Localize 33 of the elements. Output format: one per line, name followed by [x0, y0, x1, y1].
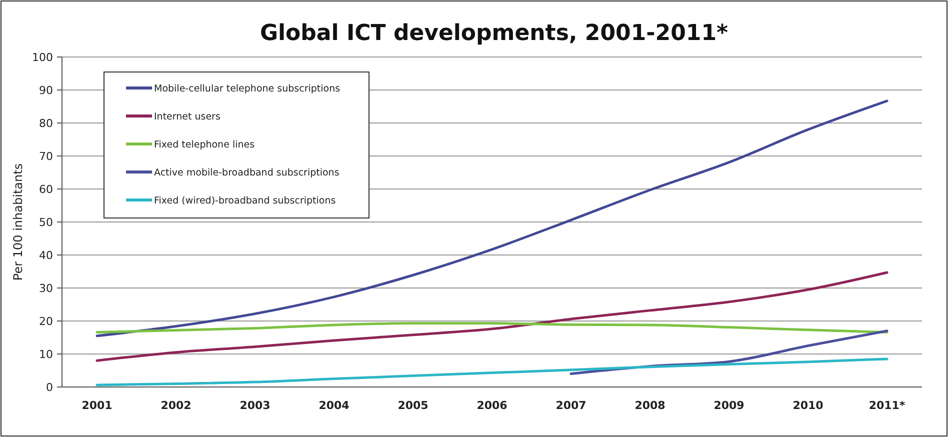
line-series	[96, 100, 888, 338]
y-tick-label: 80	[39, 116, 53, 130]
x-tick-label: 2006	[476, 399, 508, 412]
y-axis-title: Per 100 inhabitants	[11, 163, 25, 281]
x-tick-label: 2004	[318, 399, 350, 412]
x-tick-label: 2001	[82, 399, 112, 412]
legend-label: Fixed (wired)-broadband subscriptions	[154, 195, 336, 206]
line-series	[96, 271, 888, 362]
x-tick-label: 2009	[714, 399, 744, 412]
x-tick-label: 2003	[240, 399, 270, 412]
y-tick-label: 10	[39, 348, 53, 361]
x-tick-label: 2011*	[868, 399, 906, 412]
y-tick-label: 100	[32, 50, 53, 64]
legend-label: Internet users	[154, 111, 220, 122]
legend-label: Mobile-cellular telephone subscriptions	[154, 83, 340, 94]
legend-label: Fixed telephone lines	[154, 139, 255, 150]
y-tick-label: 0	[46, 380, 53, 394]
y-tick-label: 20	[39, 314, 53, 328]
x-tick-label: 2002	[160, 399, 192, 412]
y-tick-label: 50	[39, 216, 53, 229]
x-tick-label: 2005	[398, 399, 428, 412]
y-tick-label: 40	[39, 248, 53, 262]
y-tick-label: 60	[39, 182, 53, 196]
x-tick-label: 2008	[634, 399, 666, 412]
chart-title: Global ICT developments, 2001-2011*	[260, 21, 729, 46]
y-tick-label: 30	[39, 282, 53, 295]
line-series	[96, 358, 888, 386]
legend-label: Active mobile-broadband subscriptions	[154, 167, 340, 178]
y-tick-label: 90	[39, 84, 53, 97]
y-tick-label: 70	[39, 150, 53, 163]
line-series	[96, 322, 888, 334]
x-tick-label: 2010	[792, 399, 824, 412]
x-tick-label: 2007	[556, 399, 586, 412]
